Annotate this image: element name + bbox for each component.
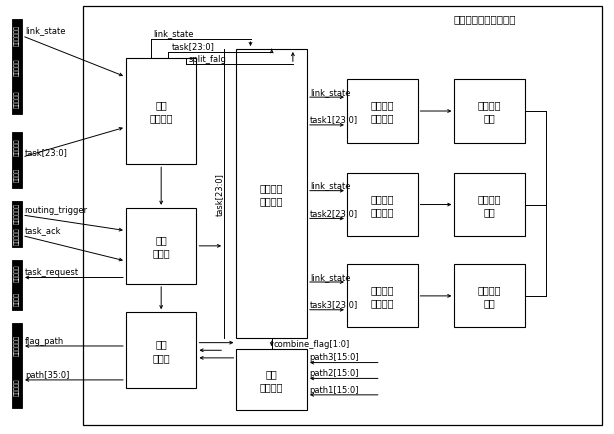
Text: path3[15:0]: path3[15:0]	[309, 352, 359, 362]
Text: 状态采集模块: 状态采集模块	[14, 203, 20, 224]
Text: link_state: link_state	[310, 88, 351, 97]
Text: 通信任务表: 通信任务表	[14, 59, 20, 76]
Bar	[83, 7, 602, 425]
Text: 输出总线: 输出总线	[14, 168, 20, 182]
Text: 路径映射
模块: 路径映射 模块	[478, 194, 502, 217]
Text: task[23:0]: task[23:0]	[25, 148, 68, 157]
Text: 节点序列
记录模块: 节点序列 记录模块	[370, 285, 394, 308]
Text: path2[15:0]: path2[15:0]	[309, 368, 359, 377]
Text: task2[23:0]: task2[23:0]	[310, 209, 358, 217]
Bar	[236, 349, 307, 410]
Text: link_state: link_state	[310, 181, 351, 190]
Text: task3[23:0]: task3[23:0]	[310, 300, 359, 309]
Text: 接收
控制器: 接收 控制器	[152, 235, 170, 258]
Text: combine_flag[1:0]: combine_flag[1:0]	[274, 339, 350, 348]
Text: 通信任务表: 通信任务表	[14, 138, 20, 155]
Text: 通信任务
管理模块: 通信任务 管理模块	[260, 183, 284, 206]
Bar	[347, 80, 418, 143]
Text: 路径映射
模块: 路径映射 模块	[478, 285, 502, 308]
Bar	[236, 50, 307, 339]
Text: 动态路径分配算法模块: 动态路径分配算法模块	[454, 15, 516, 24]
Text: 节点序列
记录模块: 节点序列 记录模块	[370, 194, 394, 217]
Text: task[23:0]: task[23:0]	[215, 173, 223, 216]
Bar	[347, 265, 418, 328]
Text: 块输出总线: 块输出总线	[14, 227, 20, 245]
Text: 路径映射
模块: 路径映射 模块	[478, 100, 502, 123]
Text: task1[23:0]: task1[23:0]	[310, 115, 358, 124]
Bar	[126, 312, 196, 388]
Text: 通信任务表: 通信任务表	[14, 264, 20, 282]
Bar	[12, 202, 22, 247]
Text: link_state: link_state	[310, 272, 351, 281]
Text: link_state: link_state	[154, 29, 194, 38]
Text: 路径
管理模块: 路径 管理模块	[260, 368, 284, 391]
Text: path[35:0]: path[35:0]	[25, 370, 69, 379]
Text: 输出控制模块: 输出控制模块	[14, 334, 20, 355]
Bar	[12, 323, 22, 408]
Text: 块输出总线: 块输出总线	[14, 378, 20, 395]
Bar	[12, 132, 22, 189]
Text: 块输出总线: 块输出总线	[14, 90, 20, 108]
Bar	[12, 20, 22, 115]
Text: split_falg: split_falg	[189, 54, 227, 63]
Bar	[347, 174, 418, 237]
Text: task_request: task_request	[25, 268, 79, 276]
Text: path1[15:0]: path1[15:0]	[309, 385, 359, 394]
Bar	[126, 208, 196, 284]
Text: routing_trigger: routing_trigger	[24, 205, 87, 214]
Text: 故障
管理模块: 故障 管理模块	[149, 100, 173, 123]
Text: 发送
控制器: 发送 控制器	[152, 339, 170, 362]
Bar	[454, 174, 525, 237]
Text: flag_path: flag_path	[25, 336, 64, 345]
Bar	[12, 260, 22, 310]
Text: link_state: link_state	[25, 26, 66, 36]
Bar	[454, 80, 525, 143]
Bar	[126, 59, 196, 165]
Text: task[23:0]: task[23:0]	[171, 42, 214, 51]
Text: 节点序列
记录模块: 节点序列 记录模块	[370, 100, 394, 123]
Text: 输入控制模块: 输入控制模块	[14, 25, 20, 46]
Text: task_ack: task_ack	[25, 226, 61, 235]
Text: 输出总线: 输出总线	[14, 291, 20, 305]
Bar	[454, 265, 525, 328]
